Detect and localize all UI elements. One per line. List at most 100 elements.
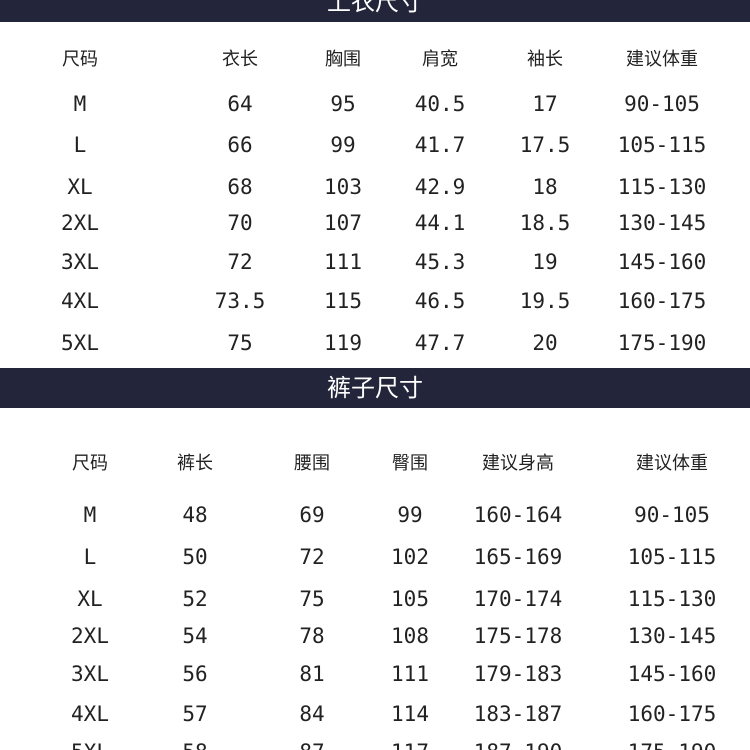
table-cell: 111: [324, 250, 362, 274]
table-cell: 115-130: [627, 587, 717, 611]
column-header: 建议体重: [626, 49, 698, 70]
table-cell: 19: [532, 250, 558, 274]
table-cell: 105-115: [627, 545, 717, 569]
table-cell: 114: [391, 702, 429, 726]
column-header: 建议身高: [482, 453, 554, 474]
table-cell: 18: [532, 175, 558, 199]
column-header: 臀围: [392, 453, 428, 474]
section-title: 裤子尺寸: [327, 374, 423, 402]
table-cell: 20: [532, 331, 558, 355]
table-cell: 52: [182, 587, 208, 611]
table-cell: 107: [324, 211, 362, 235]
table-cell: 187-190: [474, 740, 563, 750]
table-cell: 73.5: [214, 289, 266, 313]
column-header: 袖长: [527, 49, 563, 70]
table-cell: 81: [299, 662, 325, 686]
table-cell: 4XL: [71, 702, 109, 726]
table-cell: 175-178: [473, 624, 563, 648]
table-cell: 66: [227, 133, 253, 157]
column-header: 胸围: [325, 49, 361, 70]
table-cell: 75: [227, 331, 253, 355]
table-cell: 99: [397, 503, 423, 527]
column-header: 衣长: [222, 49, 258, 70]
table-cell: 18.5: [519, 211, 571, 235]
table-cell: 179-183: [473, 662, 563, 686]
table-cell: 119: [324, 331, 362, 355]
table-cell: 54: [182, 624, 208, 648]
table-cell: 95: [330, 92, 356, 116]
table-cell: 41.7: [414, 133, 466, 157]
table-cell: 103: [324, 175, 362, 199]
table-cell: 46.5: [414, 289, 466, 313]
table-cell: 45.3: [414, 250, 466, 274]
table-cell: 3XL: [61, 250, 99, 274]
table-cell: 145-160: [627, 662, 717, 686]
table-cell: 5XL: [71, 740, 109, 750]
table-cell: XL: [77, 587, 103, 611]
table-cell: 175-190: [617, 331, 707, 355]
table-cell: M: [73, 92, 87, 116]
table-cell: 44.1: [414, 211, 466, 235]
table-cell: 72: [227, 250, 253, 274]
section-bar: [0, 0, 750, 22]
table-cell: L: [83, 545, 97, 569]
table-cell: 3XL: [71, 662, 109, 686]
table-cell: 99: [330, 133, 356, 157]
table-cell: 69: [299, 503, 325, 527]
table-cell: M: [83, 503, 97, 527]
section-bar: [0, 368, 750, 408]
table-cell: 160-164: [473, 503, 563, 527]
section-title: 上衣尺寸: [327, 0, 423, 16]
table-cell: 17: [532, 92, 558, 116]
table-cell: 72: [299, 545, 325, 569]
table-cell: 64: [227, 92, 253, 116]
table-cell: 68: [227, 175, 253, 199]
table-cell: 170-174: [473, 587, 563, 611]
table-cell: 111: [391, 662, 429, 686]
table-cell: 2XL: [61, 211, 99, 235]
table-cell: 17.5: [519, 133, 571, 157]
table-cell: 105: [391, 587, 429, 611]
table-cell: 19.5: [519, 289, 571, 313]
table-cell: 78: [299, 624, 325, 648]
column-header: 肩宽: [422, 49, 458, 70]
table-cell: 87: [299, 740, 324, 750]
column-header: 裤长: [177, 453, 213, 474]
table-cell: 160-175: [627, 702, 717, 726]
table-cell: 75: [299, 587, 325, 611]
table-cell: 175-190: [628, 740, 717, 750]
table-cell: 117: [391, 740, 429, 750]
table-cell: 58: [182, 740, 207, 750]
table-cell: 108: [391, 624, 429, 648]
column-header: 腰围: [294, 453, 330, 474]
table-cell: 130-145: [627, 624, 717, 648]
table-cell: 47.7: [414, 331, 466, 355]
table-cell: 56: [182, 662, 208, 686]
table-cell: 145-160: [617, 250, 707, 274]
table-cell: 102: [391, 545, 429, 569]
table-cell: 165-169: [473, 545, 563, 569]
column-header: 尺码: [62, 49, 98, 70]
table-cell: 115-130: [617, 175, 707, 199]
table-cell: 70: [227, 211, 253, 235]
column-header: 建议体重: [636, 453, 708, 474]
table-cell: 5XL: [61, 331, 99, 355]
table-cell: 4XL: [61, 289, 99, 313]
table-cell: 40.5: [414, 92, 466, 116]
table-cell: 105-115: [617, 133, 707, 157]
table-cell: 84: [299, 702, 325, 726]
table-cell: 50: [182, 545, 208, 569]
table-cell: 42.9: [414, 175, 466, 199]
table-cell: 183-187: [473, 702, 563, 726]
table-cell: 115: [324, 289, 362, 313]
table-cell: XL: [67, 175, 93, 199]
table-cell: 130-145: [617, 211, 707, 235]
table-cell: 90-105: [634, 503, 710, 527]
table-cell: 160-175: [617, 289, 707, 313]
table-cell: 57: [182, 702, 208, 726]
table-cell: 2XL: [71, 624, 109, 648]
table-cell: 90-105: [624, 92, 700, 116]
table-cell: 48: [182, 503, 208, 527]
column-header: 尺码: [72, 453, 108, 474]
